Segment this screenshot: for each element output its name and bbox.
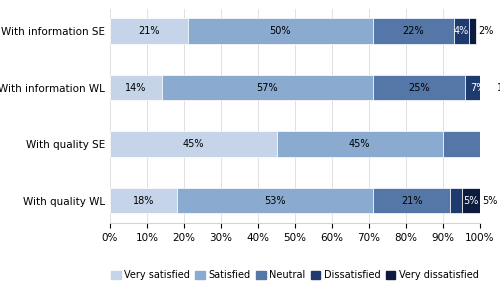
Text: 25%: 25%	[408, 83, 430, 93]
Text: 5%: 5%	[482, 196, 497, 206]
Bar	[469, 18, 476, 44]
Text: 57%: 57%	[256, 83, 278, 93]
Bar	[162, 75, 372, 100]
Text: 53%: 53%	[264, 196, 285, 206]
Bar	[110, 188, 176, 213]
Bar	[450, 188, 462, 213]
Text: 45%: 45%	[182, 139, 204, 149]
Text: 22%: 22%	[402, 26, 424, 36]
Bar	[176, 188, 372, 213]
Bar	[372, 18, 454, 44]
Bar	[462, 188, 480, 213]
Legend: Very satisfied, Satisfied, Neutral, Dissatisfied, Very dissatisfied: Very satisfied, Satisfied, Neutral, Diss…	[107, 267, 483, 284]
Text: 7%: 7%	[470, 83, 486, 93]
Text: 21%: 21%	[138, 26, 160, 36]
Bar	[372, 75, 465, 100]
Bar	[465, 75, 491, 100]
Text: 5%: 5%	[463, 196, 478, 206]
Text: 21%: 21%	[401, 196, 422, 206]
Bar	[188, 18, 372, 44]
Text: 45%: 45%	[349, 139, 370, 149]
Bar	[372, 188, 450, 213]
Text: 1%: 1%	[496, 83, 500, 93]
Text: 14%: 14%	[125, 83, 146, 93]
Text: 4%: 4%	[454, 26, 469, 36]
Bar	[110, 18, 188, 44]
Bar	[276, 131, 443, 157]
Bar	[110, 75, 162, 100]
Bar	[454, 18, 469, 44]
Text: 18%: 18%	[132, 196, 154, 206]
Text: 2%: 2%	[478, 26, 494, 36]
Bar	[491, 75, 495, 100]
Text: 50%: 50%	[270, 26, 291, 36]
Bar	[110, 131, 276, 157]
Bar	[443, 131, 500, 157]
